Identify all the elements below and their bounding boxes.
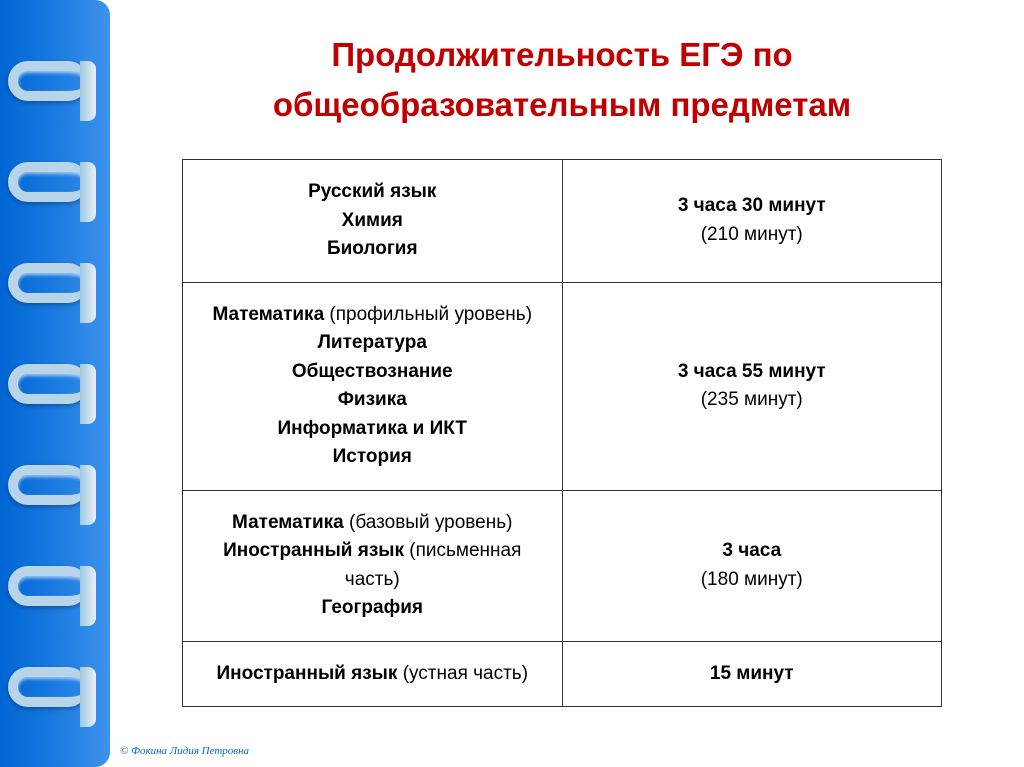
binder-ring [8, 359, 93, 409]
subjects-cell: Математика (профильный уровень)Литератур… [183, 282, 563, 490]
slide-content: Продолжительность ЕГЭ по общеобразовател… [110, 0, 1024, 767]
duration-cell: 3 часа(180 минут) [562, 490, 942, 641]
binder-ring [8, 460, 93, 510]
subjects-cell: Математика (базовый уровень)Иностранный … [183, 490, 563, 641]
binder-ring [8, 56, 93, 106]
binder-rings-container [8, 0, 93, 767]
binder-ring [8, 258, 93, 308]
binder-ring [8, 561, 93, 611]
subjects-cell: Иностранный язык (устная часть) [183, 641, 563, 707]
page-title: Продолжительность ЕГЭ по общеобразовател… [150, 30, 974, 129]
binder-ring [8, 157, 93, 207]
duration-cell: 3 часа 55 минут(235 минут) [562, 282, 942, 490]
table-row: Математика (профильный уровень)Литератур… [183, 282, 942, 490]
subjects-cell: Русский языкХимияБиология [183, 160, 563, 283]
table-row: Математика (базовый уровень)Иностранный … [183, 490, 942, 641]
duration-table: Русский языкХимияБиология3 часа 30 минут… [182, 159, 942, 707]
copyright-text: © Фокина Лидия Петровна [120, 745, 249, 757]
table-row: Русский языкХимияБиология3 часа 30 минут… [183, 160, 942, 283]
table-row: Иностранный язык (устная часть)15 минут [183, 641, 942, 707]
duration-cell: 15 минут [562, 641, 942, 707]
duration-cell: 3 часа 30 минут(210 минут) [562, 160, 942, 283]
binder-ring [8, 662, 93, 712]
